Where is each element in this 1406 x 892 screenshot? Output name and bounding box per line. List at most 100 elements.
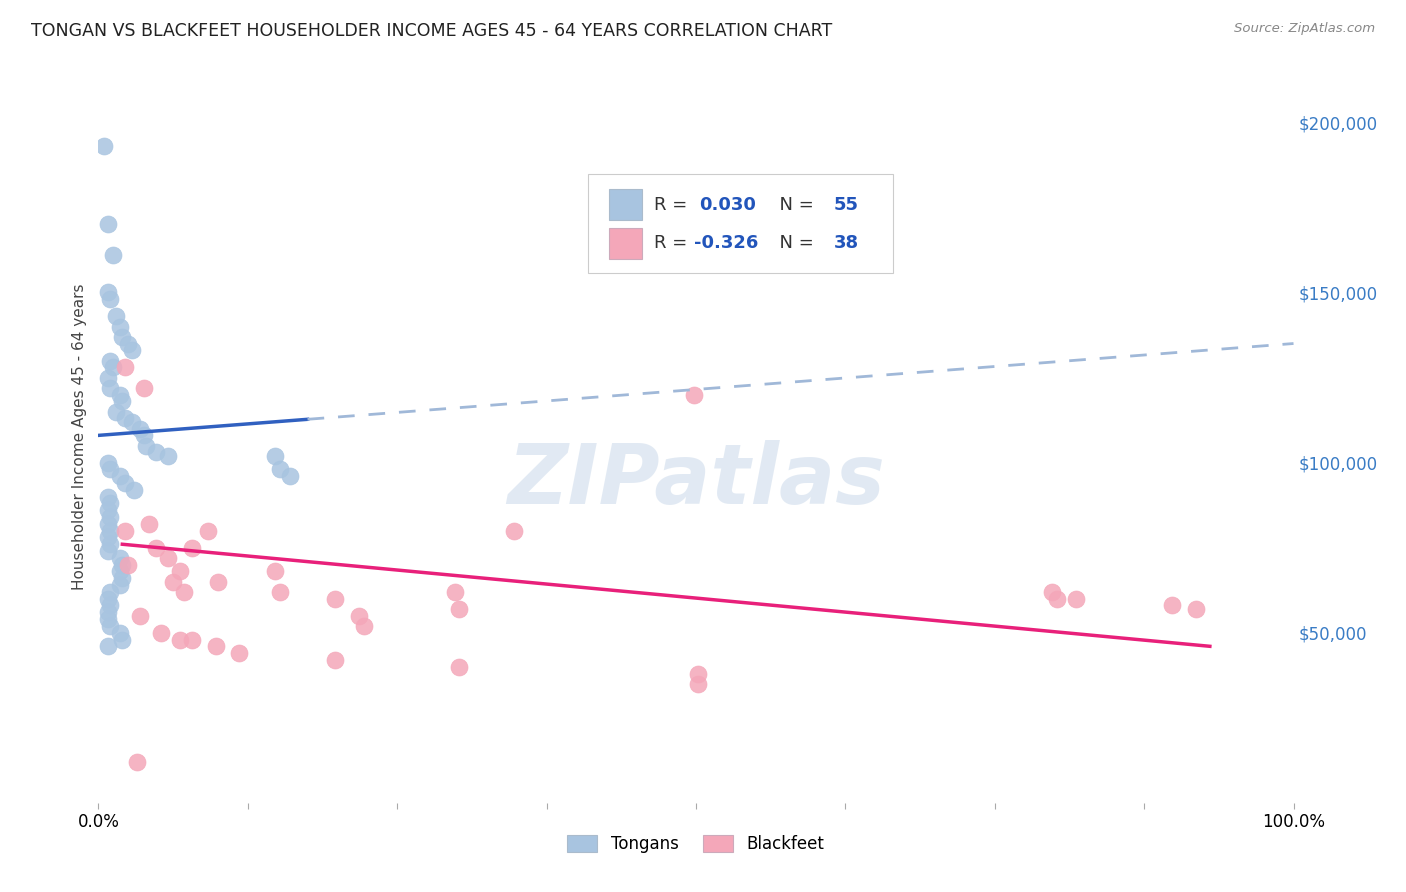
Text: -0.326: -0.326: [693, 235, 758, 252]
Point: [269, 462, 291, 476]
Text: R =: R =: [654, 235, 693, 252]
Point: [173, 585, 195, 599]
Point: [449, 659, 471, 673]
Point: [114, 411, 136, 425]
Point: [114, 475, 136, 490]
Point: [1160, 599, 1182, 613]
Point: [117, 558, 139, 572]
Point: [1184, 602, 1206, 616]
Point: [98, 510, 122, 524]
Point: [98, 619, 122, 633]
Point: [688, 677, 710, 691]
Point: [97, 516, 120, 531]
Point: [125, 755, 148, 769]
Point: [264, 449, 287, 463]
Point: [138, 516, 160, 531]
Point: [97, 591, 120, 606]
Point: [149, 625, 172, 640]
Point: [111, 329, 134, 343]
Point: [98, 537, 122, 551]
Point: [278, 469, 301, 483]
Point: [145, 445, 167, 459]
Point: [124, 483, 146, 497]
Point: [207, 574, 229, 589]
Y-axis label: Householder Income Ages 45 - 64 years: Householder Income Ages 45 - 64 years: [72, 284, 87, 591]
Point: [97, 605, 120, 619]
Point: [97, 612, 120, 626]
Point: [503, 524, 526, 538]
Point: [93, 139, 115, 153]
Point: [105, 404, 128, 418]
Point: [114, 360, 136, 375]
Text: R =: R =: [654, 196, 693, 214]
Point: [135, 439, 157, 453]
FancyBboxPatch shape: [609, 227, 643, 259]
Point: [162, 574, 184, 589]
Point: [97, 531, 120, 545]
Point: [264, 565, 287, 579]
Point: [98, 462, 122, 476]
Point: [108, 469, 131, 483]
Point: [228, 646, 250, 660]
Point: [449, 602, 471, 616]
Point: [111, 571, 134, 585]
Point: [688, 666, 710, 681]
Point: [97, 544, 120, 558]
FancyBboxPatch shape: [609, 189, 643, 220]
Text: 55: 55: [834, 196, 859, 214]
Point: [180, 541, 202, 555]
Point: [108, 387, 131, 401]
Point: [97, 503, 120, 517]
Point: [108, 319, 131, 334]
Point: [101, 248, 124, 262]
Point: [169, 632, 191, 647]
Point: [129, 608, 152, 623]
Point: [156, 449, 179, 463]
Point: [97, 285, 120, 300]
Point: [97, 370, 120, 384]
Text: ZIPatlas: ZIPatlas: [508, 441, 884, 522]
Text: 0.030: 0.030: [700, 196, 756, 214]
Point: [98, 293, 122, 307]
Point: [347, 608, 370, 623]
Point: [180, 632, 202, 647]
Point: [98, 599, 122, 613]
Point: [169, 565, 191, 579]
Point: [156, 550, 179, 565]
Point: [97, 218, 120, 232]
Point: [97, 490, 120, 504]
Point: [114, 524, 136, 538]
Point: [204, 640, 226, 654]
Point: [111, 394, 134, 409]
Point: [323, 591, 346, 606]
Point: [101, 360, 124, 375]
Point: [98, 585, 122, 599]
Text: TONGAN VS BLACKFEET HOUSEHOLDER INCOME AGES 45 - 64 YEARS CORRELATION CHART: TONGAN VS BLACKFEET HOUSEHOLDER INCOME A…: [31, 22, 832, 40]
Point: [323, 653, 346, 667]
Point: [1046, 591, 1069, 606]
Point: [682, 387, 704, 401]
Text: N =: N =: [768, 235, 820, 252]
Point: [1040, 585, 1063, 599]
Point: [111, 558, 134, 572]
Point: [98, 496, 122, 510]
Point: [108, 625, 131, 640]
FancyBboxPatch shape: [589, 174, 893, 273]
Point: [117, 336, 139, 351]
Point: [132, 428, 155, 442]
Text: 38: 38: [834, 235, 859, 252]
Point: [108, 578, 131, 592]
Text: N =: N =: [768, 196, 820, 214]
Point: [121, 415, 143, 429]
Point: [97, 640, 120, 654]
Point: [108, 565, 131, 579]
Point: [132, 381, 155, 395]
Point: [111, 632, 134, 647]
Point: [98, 524, 122, 538]
Text: Source: ZipAtlas.com: Source: ZipAtlas.com: [1234, 22, 1375, 36]
Point: [98, 353, 122, 368]
Point: [121, 343, 143, 358]
Point: [1064, 591, 1087, 606]
Point: [269, 585, 291, 599]
Point: [129, 421, 152, 435]
